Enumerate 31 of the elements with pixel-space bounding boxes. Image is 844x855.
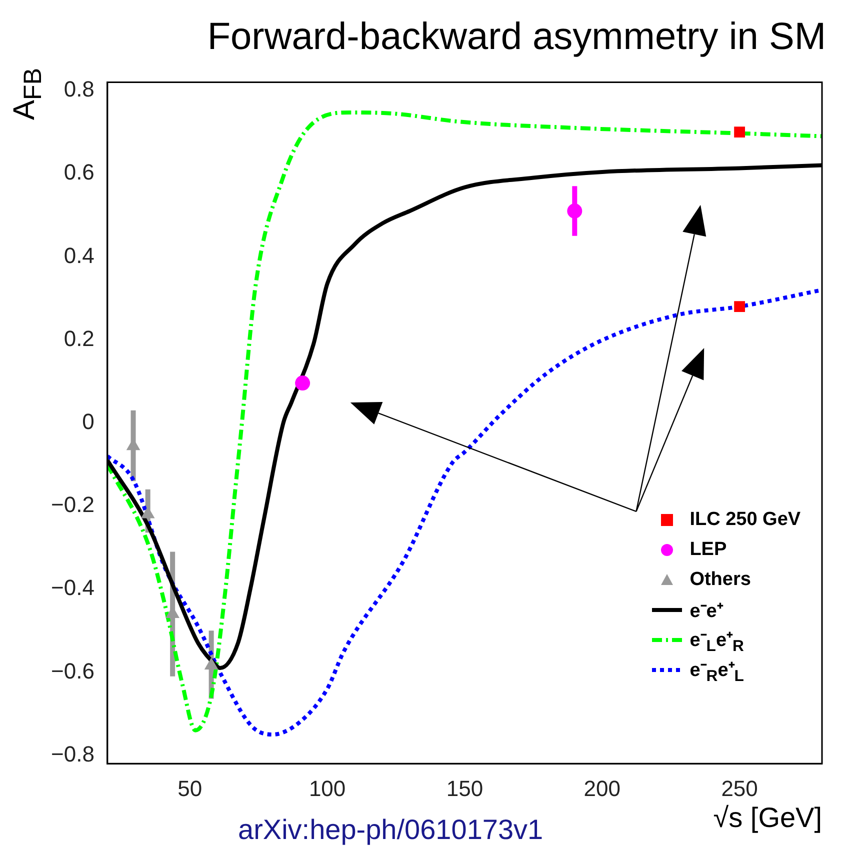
- chart-title: Forward-backward asymmetry in SM: [206, 16, 827, 59]
- legend-label: e⁻e⁺: [690, 600, 723, 624]
- y-tick-label: 0.4: [64, 242, 94, 268]
- legend-label: e⁻$_{R}$e⁺$_{L}$: [690, 658, 744, 686]
- y-tick-label: −0.4: [50, 575, 94, 600]
- x-axis-title: √s [GeV]: [713, 802, 822, 834]
- y-tick-label: 0.8: [64, 76, 94, 102]
- point: [567, 204, 582, 218]
- legend-label: e⁻$_{L}$e⁺$_{R}$: [690, 628, 744, 656]
- point: [734, 301, 745, 312]
- x-tick-label: 50: [178, 776, 202, 801]
- text: arXiv:hep-ph/0610173v1: [238, 814, 544, 846]
- y-tick-label: −0.2: [50, 492, 94, 518]
- x-tick-label: 250: [721, 776, 758, 801]
- x-tick-label: 100: [308, 776, 346, 801]
- x-tick-label: 150: [446, 776, 484, 801]
- y-tick-label: 0.2: [64, 326, 94, 351]
- y-tick-label: 0.6: [64, 160, 94, 185]
- line-series: [107, 288, 822, 737]
- line-series: [107, 110, 822, 732]
- point: [295, 376, 310, 391]
- legend-label: ILC 250 GeV: [690, 509, 801, 532]
- y-tick-label: 0: [82, 408, 94, 434]
- legend-label: LEP: [690, 539, 727, 562]
- y-tick-label: −0.8: [50, 741, 94, 766]
- y-tick-label: −0.6: [50, 658, 94, 684]
- legend-label: Others: [690, 569, 751, 592]
- point: [734, 126, 745, 138]
- point: [204, 658, 218, 670]
- x-tick-label: 200: [584, 776, 620, 801]
- point: [141, 506, 154, 518]
